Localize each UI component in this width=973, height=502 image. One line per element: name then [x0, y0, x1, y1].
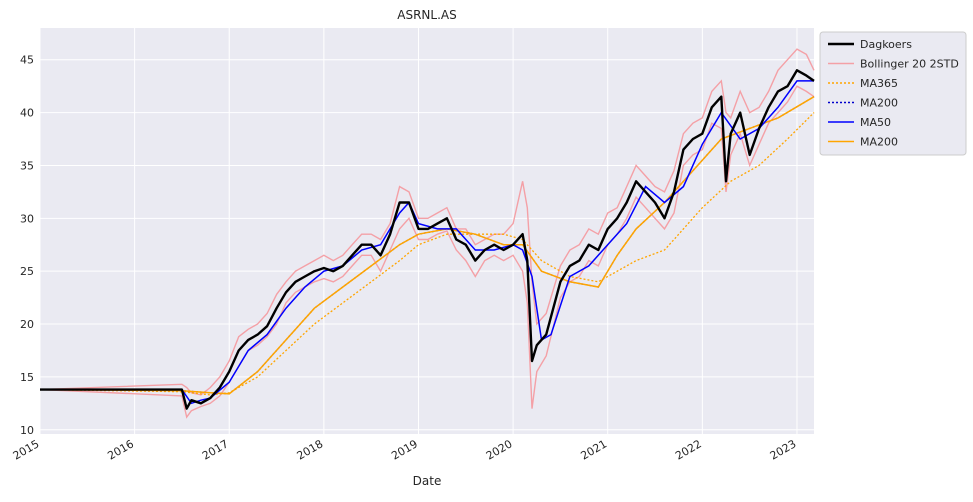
legend-label-1: Bollinger 20 2STD	[860, 58, 959, 71]
x-tick-label-4: 2019	[389, 437, 420, 462]
y-axis-ticks: 10 15 20 25 30 35 40 45	[20, 54, 34, 437]
x-tick-label-6: 2021	[578, 437, 609, 462]
x-tick-label-3: 2018	[295, 437, 326, 462]
y-tick-label-4: 30	[20, 212, 34, 225]
series-bollinger-lower	[39, 85, 815, 419]
x-axis-label: Date	[413, 474, 442, 488]
x-tick-label-8: 2023	[768, 437, 799, 462]
chart-title: ASRNL.AS	[397, 8, 456, 22]
x-tick-label-0: 2015	[11, 437, 42, 462]
series-dagkoers	[40, 69, 815, 410]
y-tick-label-0: 10	[20, 424, 34, 437]
series-layer	[39, 48, 815, 419]
legend-label-2: MA365	[860, 77, 898, 90]
x-tick-label-1: 2016	[105, 437, 136, 462]
y-tick-label-6: 40	[20, 107, 34, 120]
x-tick-label-7: 2022	[673, 437, 704, 462]
x-axis-ticks: 2015 2016 2017 2018 2019 2020 2021 2022 2023	[11, 437, 799, 462]
y-tick-label-5: 35	[20, 159, 34, 172]
series-ma365	[39, 112, 815, 396]
legend-label-3: MA200	[860, 97, 898, 110]
y-tick-label-3: 25	[20, 265, 34, 278]
legend-label-0: Dagkoers	[860, 38, 912, 51]
legend-box	[819, 31, 967, 156]
x-tick-label-5: 2020	[484, 437, 515, 462]
legend-label-5: MA200	[860, 136, 898, 149]
y-tick-label-2: 20	[20, 318, 34, 331]
x-tick-label-2: 2017	[200, 437, 231, 462]
y-tick-label-1: 15	[20, 371, 34, 384]
y-tick-label-7: 45	[20, 54, 34, 67]
plot-area	[40, 28, 814, 434]
legend-label-4: MA50	[860, 116, 891, 129]
legend: Dagkoers Bollinger 20 2STD MA365 MA200 MA50 M…	[819, 31, 967, 156]
